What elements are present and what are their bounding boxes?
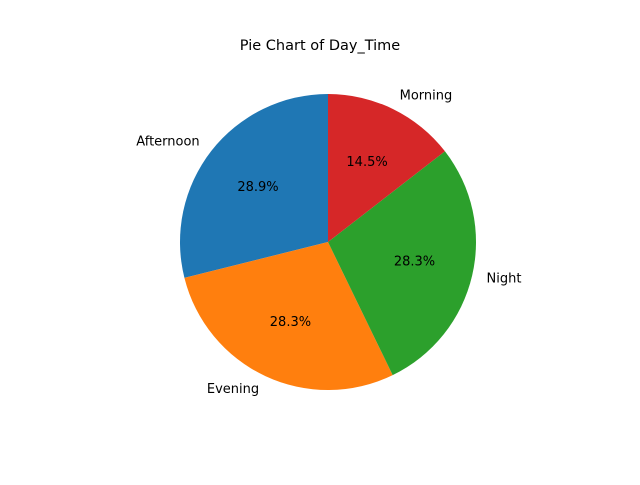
- pie-percent-label-afternoon: 28.9%: [237, 180, 278, 195]
- pie-slice-morning: [328, 94, 445, 242]
- pie-slice-evening: [184, 242, 393, 390]
- pie-slices: [179, 94, 477, 390]
- pie-percent-label-morning: 14.5%: [346, 155, 387, 170]
- pie-category-label-evening: Evening: [207, 382, 259, 397]
- pie-slice-afternoon: [179, 94, 328, 278]
- pie-category-label-night: Night: [487, 272, 522, 287]
- pie-percent-label-night: 28.3%: [394, 255, 435, 270]
- pie-labels: 28.9% Afternoon 28.3% Evening 28.3% Night 14.5…: [136, 88, 521, 397]
- chart-title: Pie Chart of Day_Time: [240, 38, 400, 54]
- pie-percent-label-evening: 28.3%: [270, 315, 311, 330]
- pie-category-label-afternoon: Afternoon: [136, 134, 199, 149]
- pie-slice-night: [328, 151, 477, 376]
- pie-category-label-morning: Morning: [400, 88, 453, 103]
